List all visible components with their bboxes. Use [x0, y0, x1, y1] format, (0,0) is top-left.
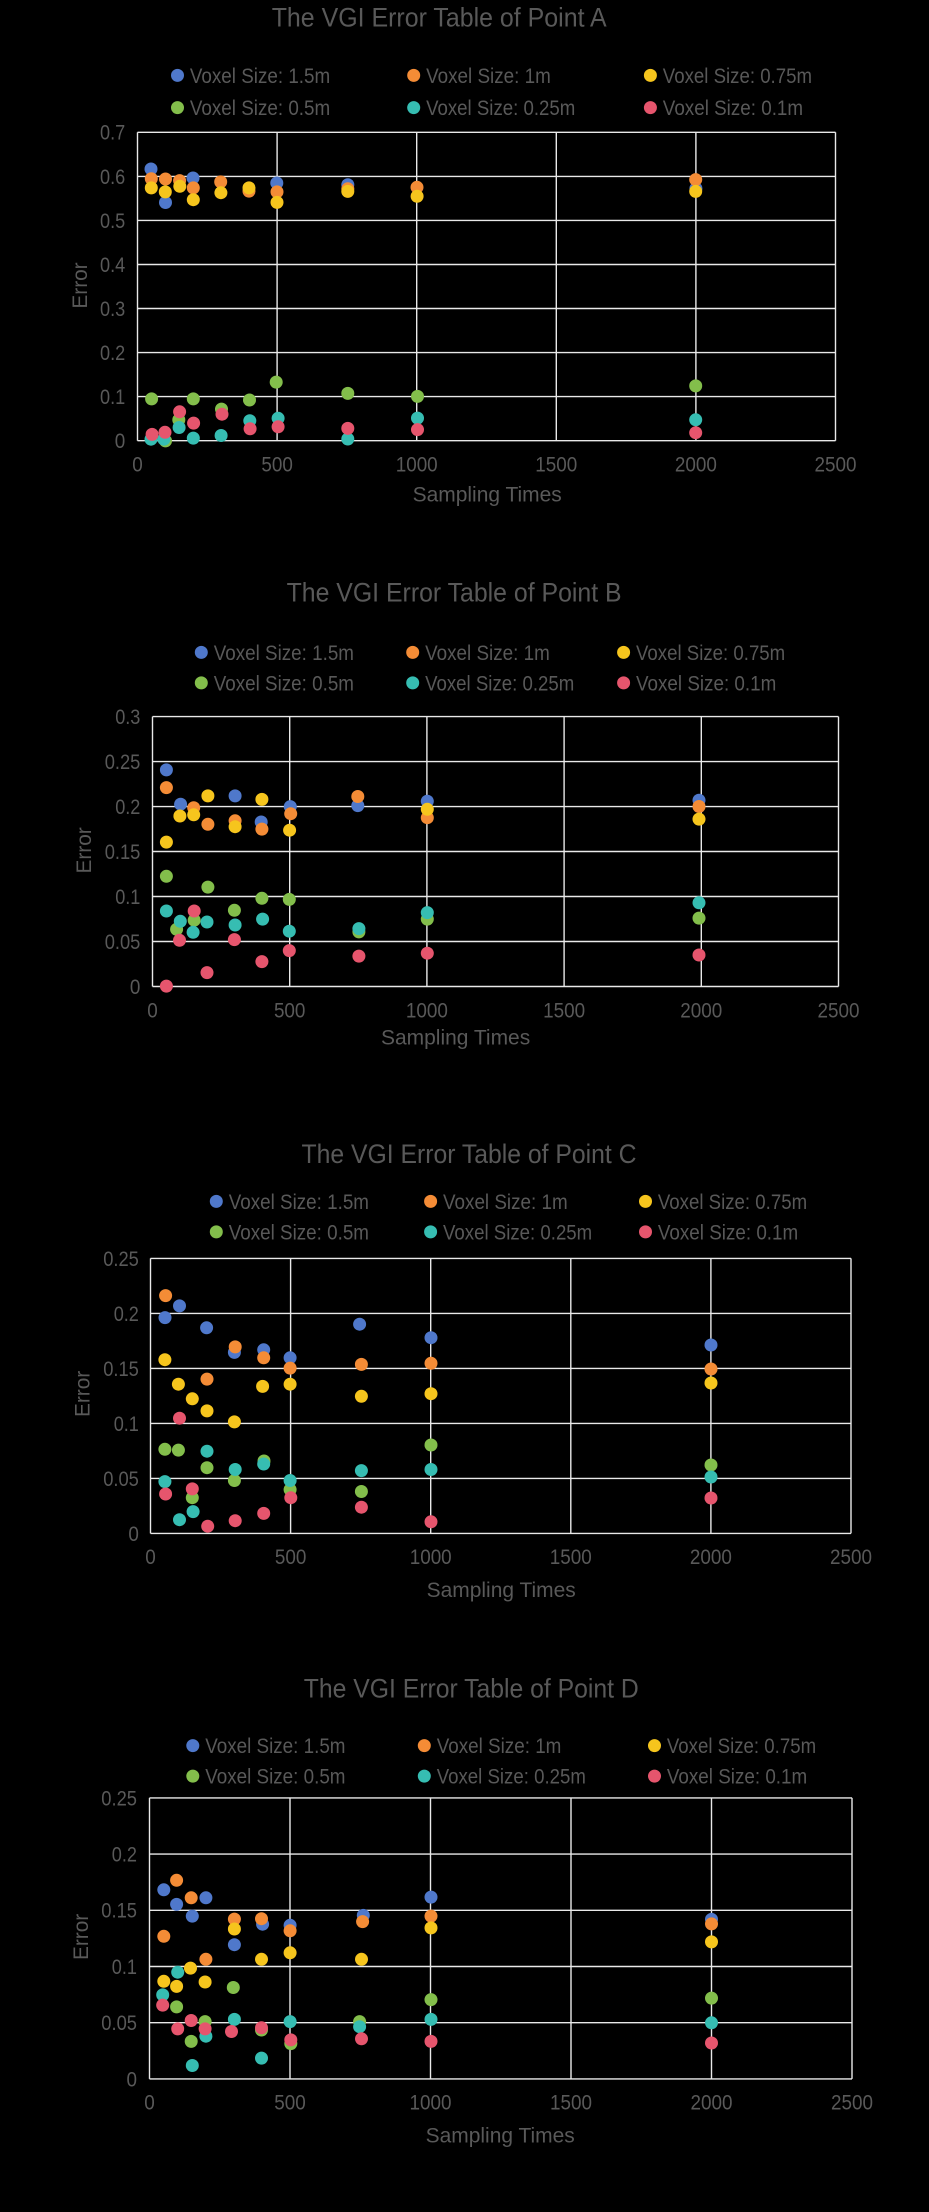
svg-text:Voxel Size: 0.25m: Voxel Size: 0.25m: [437, 1765, 586, 1789]
svg-text:Voxel Size: 0.75m: Voxel Size: 0.75m: [636, 641, 785, 665]
svg-text:0: 0: [145, 1546, 156, 1569]
svg-text:0.6: 0.6: [100, 166, 125, 189]
svg-text:0.3: 0.3: [100, 298, 125, 321]
svg-text:Sampling Times: Sampling Times: [381, 1026, 530, 1050]
svg-text:1000: 1000: [406, 999, 448, 1022]
svg-text:1500: 1500: [535, 454, 577, 477]
svg-text:0.1: 0.1: [112, 1956, 137, 1979]
svg-text:Voxel Size: 0.75m: Voxel Size: 0.75m: [667, 1734, 816, 1758]
svg-text:0.25: 0.25: [105, 751, 141, 774]
svg-text:0.2: 0.2: [114, 1303, 139, 1326]
svg-text:0.25: 0.25: [101, 1787, 137, 1810]
svg-text:Voxel Size: 1m: Voxel Size: 1m: [426, 64, 551, 88]
svg-text:0.1: 0.1: [100, 386, 125, 409]
svg-text:The VGI Error Table of Point A: The VGI Error Table of Point A: [272, 3, 607, 33]
svg-text:0.15: 0.15: [101, 1900, 137, 1923]
svg-text:Voxel Size: 0.75m: Voxel Size: 0.75m: [663, 64, 812, 88]
svg-text:2000: 2000: [691, 2092, 733, 2115]
svg-text:0.05: 0.05: [105, 931, 141, 954]
svg-text:Voxel Size: 0.75m: Voxel Size: 0.75m: [658, 1190, 807, 1214]
svg-text:2000: 2000: [675, 454, 717, 477]
svg-text:2500: 2500: [831, 2092, 873, 2115]
svg-text:2000: 2000: [690, 1546, 732, 1569]
svg-text:0.5: 0.5: [100, 210, 125, 233]
svg-text:Voxel Size: 0.5m: Voxel Size: 0.5m: [229, 1220, 369, 1244]
svg-text:1000: 1000: [410, 1546, 452, 1569]
svg-text:Voxel Size: 1m: Voxel Size: 1m: [443, 1190, 568, 1214]
svg-text:The VGI Error Table of Point D: The VGI Error Table of Point D: [304, 1673, 639, 1703]
svg-text:Voxel Size: 0.5m: Voxel Size: 0.5m: [205, 1765, 345, 1789]
svg-text:1500: 1500: [543, 999, 585, 1022]
svg-text:2000: 2000: [680, 999, 722, 1022]
svg-text:0: 0: [147, 999, 158, 1022]
svg-text:Voxel Size: 0.1m: Voxel Size: 0.1m: [636, 671, 776, 695]
svg-text:0: 0: [127, 2068, 138, 2091]
svg-text:0.15: 0.15: [105, 841, 141, 864]
svg-text:Voxel Size: 0.25m: Voxel Size: 0.25m: [443, 1220, 592, 1244]
svg-text:Voxel Size: 0.1m: Voxel Size: 0.1m: [663, 96, 803, 120]
svg-text:2500: 2500: [830, 1546, 872, 1569]
svg-text:0.25: 0.25: [103, 1248, 139, 1271]
svg-text:0.15: 0.15: [103, 1358, 139, 1381]
svg-text:Voxel Size: 1.5m: Voxel Size: 1.5m: [229, 1190, 369, 1214]
svg-text:0.2: 0.2: [115, 796, 140, 819]
svg-text:0: 0: [128, 1523, 139, 1546]
svg-text:0.2: 0.2: [112, 1844, 137, 1867]
svg-text:The VGI Error Table of Point C: The VGI Error Table of Point C: [302, 1139, 637, 1169]
svg-text:2500: 2500: [818, 999, 860, 1022]
svg-text:0: 0: [115, 430, 126, 453]
svg-text:Voxel Size: 1m: Voxel Size: 1m: [437, 1734, 562, 1758]
svg-text:0.1: 0.1: [115, 886, 140, 909]
svg-text:0.2: 0.2: [100, 342, 125, 365]
svg-text:500: 500: [274, 2092, 306, 2115]
svg-text:500: 500: [274, 999, 306, 1022]
svg-text:1500: 1500: [550, 1546, 592, 1569]
svg-text:Voxel Size: 0.1m: Voxel Size: 0.1m: [667, 1765, 807, 1789]
svg-text:Error: Error: [71, 1371, 95, 1417]
svg-text:The VGI Error Table of Point B: The VGI Error Table of Point B: [287, 578, 622, 608]
svg-text:1000: 1000: [396, 454, 438, 477]
svg-text:Voxel Size: 0.5m: Voxel Size: 0.5m: [190, 96, 330, 120]
svg-text:0: 0: [132, 454, 143, 477]
svg-text:2500: 2500: [815, 454, 857, 477]
svg-text:0.1: 0.1: [114, 1413, 139, 1436]
svg-text:Voxel Size: 0.1m: Voxel Size: 0.1m: [658, 1220, 798, 1244]
svg-text:1500: 1500: [550, 2092, 592, 2115]
svg-text:0.05: 0.05: [103, 1468, 139, 1491]
svg-text:0: 0: [130, 976, 141, 999]
svg-text:Error: Error: [68, 262, 92, 308]
svg-text:0.05: 0.05: [101, 2012, 137, 2035]
svg-text:Voxel Size: 0.25m: Voxel Size: 0.25m: [426, 96, 575, 120]
svg-text:Sampling Times: Sampling Times: [413, 482, 562, 506]
svg-text:Voxel Size: 1.5m: Voxel Size: 1.5m: [190, 64, 330, 88]
svg-text:Voxel Size: 0.5m: Voxel Size: 0.5m: [214, 671, 354, 695]
svg-text:Error: Error: [72, 827, 96, 873]
svg-text:0.7: 0.7: [100, 122, 125, 145]
svg-text:Voxel Size: 1.5m: Voxel Size: 1.5m: [214, 641, 354, 665]
svg-text:500: 500: [261, 454, 293, 477]
svg-text:1000: 1000: [410, 2092, 452, 2115]
svg-text:Voxel Size: 0.25m: Voxel Size: 0.25m: [425, 671, 574, 695]
svg-text:500: 500: [275, 1546, 307, 1569]
svg-text:Voxel Size: 1.5m: Voxel Size: 1.5m: [205, 1734, 345, 1758]
svg-text:Error: Error: [69, 1914, 93, 1960]
svg-text:0: 0: [144, 2092, 155, 2115]
svg-text:0.3: 0.3: [115, 706, 140, 729]
svg-text:0.4: 0.4: [100, 254, 125, 277]
svg-text:Voxel Size: 1m: Voxel Size: 1m: [425, 641, 550, 665]
svg-text:Sampling Times: Sampling Times: [427, 1578, 576, 1602]
svg-text:Sampling Times: Sampling Times: [426, 2123, 575, 2147]
